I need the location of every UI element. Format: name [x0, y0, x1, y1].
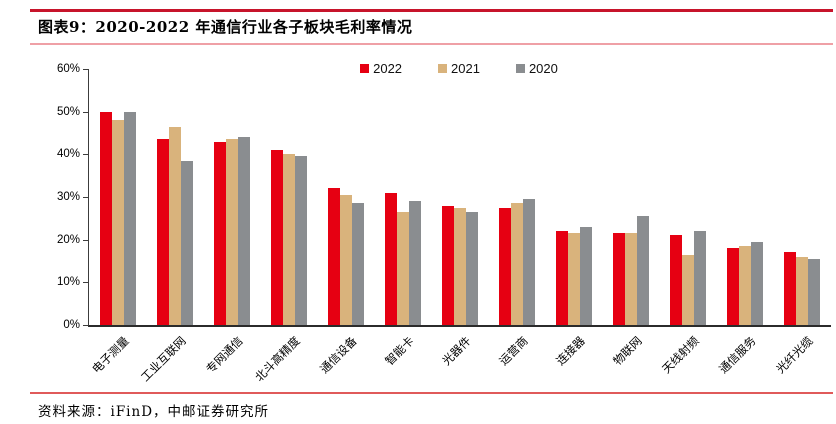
- bar-2022-通信服务: [727, 248, 740, 325]
- bar-2022-电子测量: [99, 111, 112, 325]
- footer-rule: [30, 392, 833, 394]
- bar-2022-天线射频: [670, 235, 683, 325]
- figure-title: 图表9：2020-2022 年通信行业各子板块毛利率情况: [38, 18, 413, 36]
- legend-label: 2021: [451, 61, 480, 76]
- bar-2022-光纤光缆: [784, 252, 797, 325]
- bar-2021-物联网: [625, 233, 638, 325]
- y-tick-label: 30%: [56, 191, 80, 203]
- y-tick-mark: [83, 197, 88, 198]
- bar-2022-光器件: [442, 205, 454, 325]
- bar-2021-光器件: [454, 207, 466, 325]
- bar-2022-运营商: [499, 207, 512, 325]
- bar-2021-北斗高精度: [282, 154, 295, 325]
- bar-2020-物联网: [637, 216, 650, 325]
- bar-2020-通信设备: [351, 203, 364, 325]
- bar-2020-工业互联网: [180, 160, 193, 325]
- bar-2021-光纤光缆: [796, 256, 809, 325]
- y-tick-mark: [83, 325, 88, 326]
- bar-2020-天线射频: [694, 231, 707, 325]
- y-tick-label: 10%: [56, 276, 80, 289]
- bar-2020-运营商: [523, 199, 536, 325]
- bar-2020-光纤光缆: [808, 258, 821, 325]
- chart-legend: 2022 2021 2020: [88, 61, 830, 76]
- legend-item-2020: 2020: [515, 61, 558, 76]
- y-tick-mark: [83, 239, 88, 241]
- legend-item-2021: 2021: [438, 61, 480, 76]
- bar-2021-智能卡: [396, 211, 409, 325]
- bar-2022-物联网: [613, 233, 626, 325]
- legend-label: 2022: [373, 61, 403, 76]
- bar-2021-连接器: [568, 233, 581, 325]
- bar-2020-光器件: [466, 211, 478, 325]
- plot-area: [88, 69, 831, 327]
- bar-2021-通信设备: [339, 194, 352, 325]
- legend-swatch-2022: [360, 64, 370, 73]
- y-tick-label: 0%: [63, 319, 80, 331]
- bar-2021-天线射频: [682, 254, 695, 325]
- legend-item-2022: 2022: [360, 61, 402, 76]
- bar-2021-工业互联网: [168, 126, 181, 325]
- bar-2021-运营商: [511, 203, 524, 325]
- bar-2020-连接器: [580, 226, 593, 325]
- y-tick-mark: [83, 154, 88, 156]
- bar-2022-北斗高精度: [270, 150, 283, 325]
- bar-2021-通信服务: [739, 246, 752, 325]
- legend-swatch-2020: [515, 64, 525, 73]
- bar-2022-通信设备: [327, 188, 340, 325]
- legend-label: 2020: [528, 61, 558, 76]
- bar-2022-连接器: [556, 231, 569, 325]
- legend-swatch-2021: [438, 64, 448, 73]
- y-tick-mark: [83, 282, 88, 284]
- top-rule: [30, 9, 833, 12]
- y-tick-label: 40%: [56, 148, 80, 161]
- bar-2020-通信服务: [751, 241, 764, 325]
- y-tick-label: 20%: [56, 233, 80, 246]
- bar-2020-专网通信: [237, 137, 250, 325]
- y-tick-label: 50%: [56, 105, 80, 118]
- bar-2022-工业互联网: [156, 139, 169, 325]
- bar-2020-智能卡: [408, 201, 421, 325]
- bar-2021-专网通信: [225, 139, 238, 325]
- bar-2020-北斗高精度: [294, 156, 307, 325]
- y-tick-label: 60%: [56, 63, 80, 75]
- y-tick-mark: [83, 69, 88, 70]
- bar-2022-智能卡: [384, 192, 397, 325]
- bar-2020-电子测量: [123, 111, 136, 325]
- bar-2021-电子测量: [111, 120, 124, 325]
- source-note: 资料来源：iFinD，中邮证券研究所: [38, 404, 270, 420]
- bar-2022-专网通信: [213, 141, 226, 325]
- title-divider: [30, 43, 833, 45]
- y-tick-mark: [83, 111, 88, 113]
